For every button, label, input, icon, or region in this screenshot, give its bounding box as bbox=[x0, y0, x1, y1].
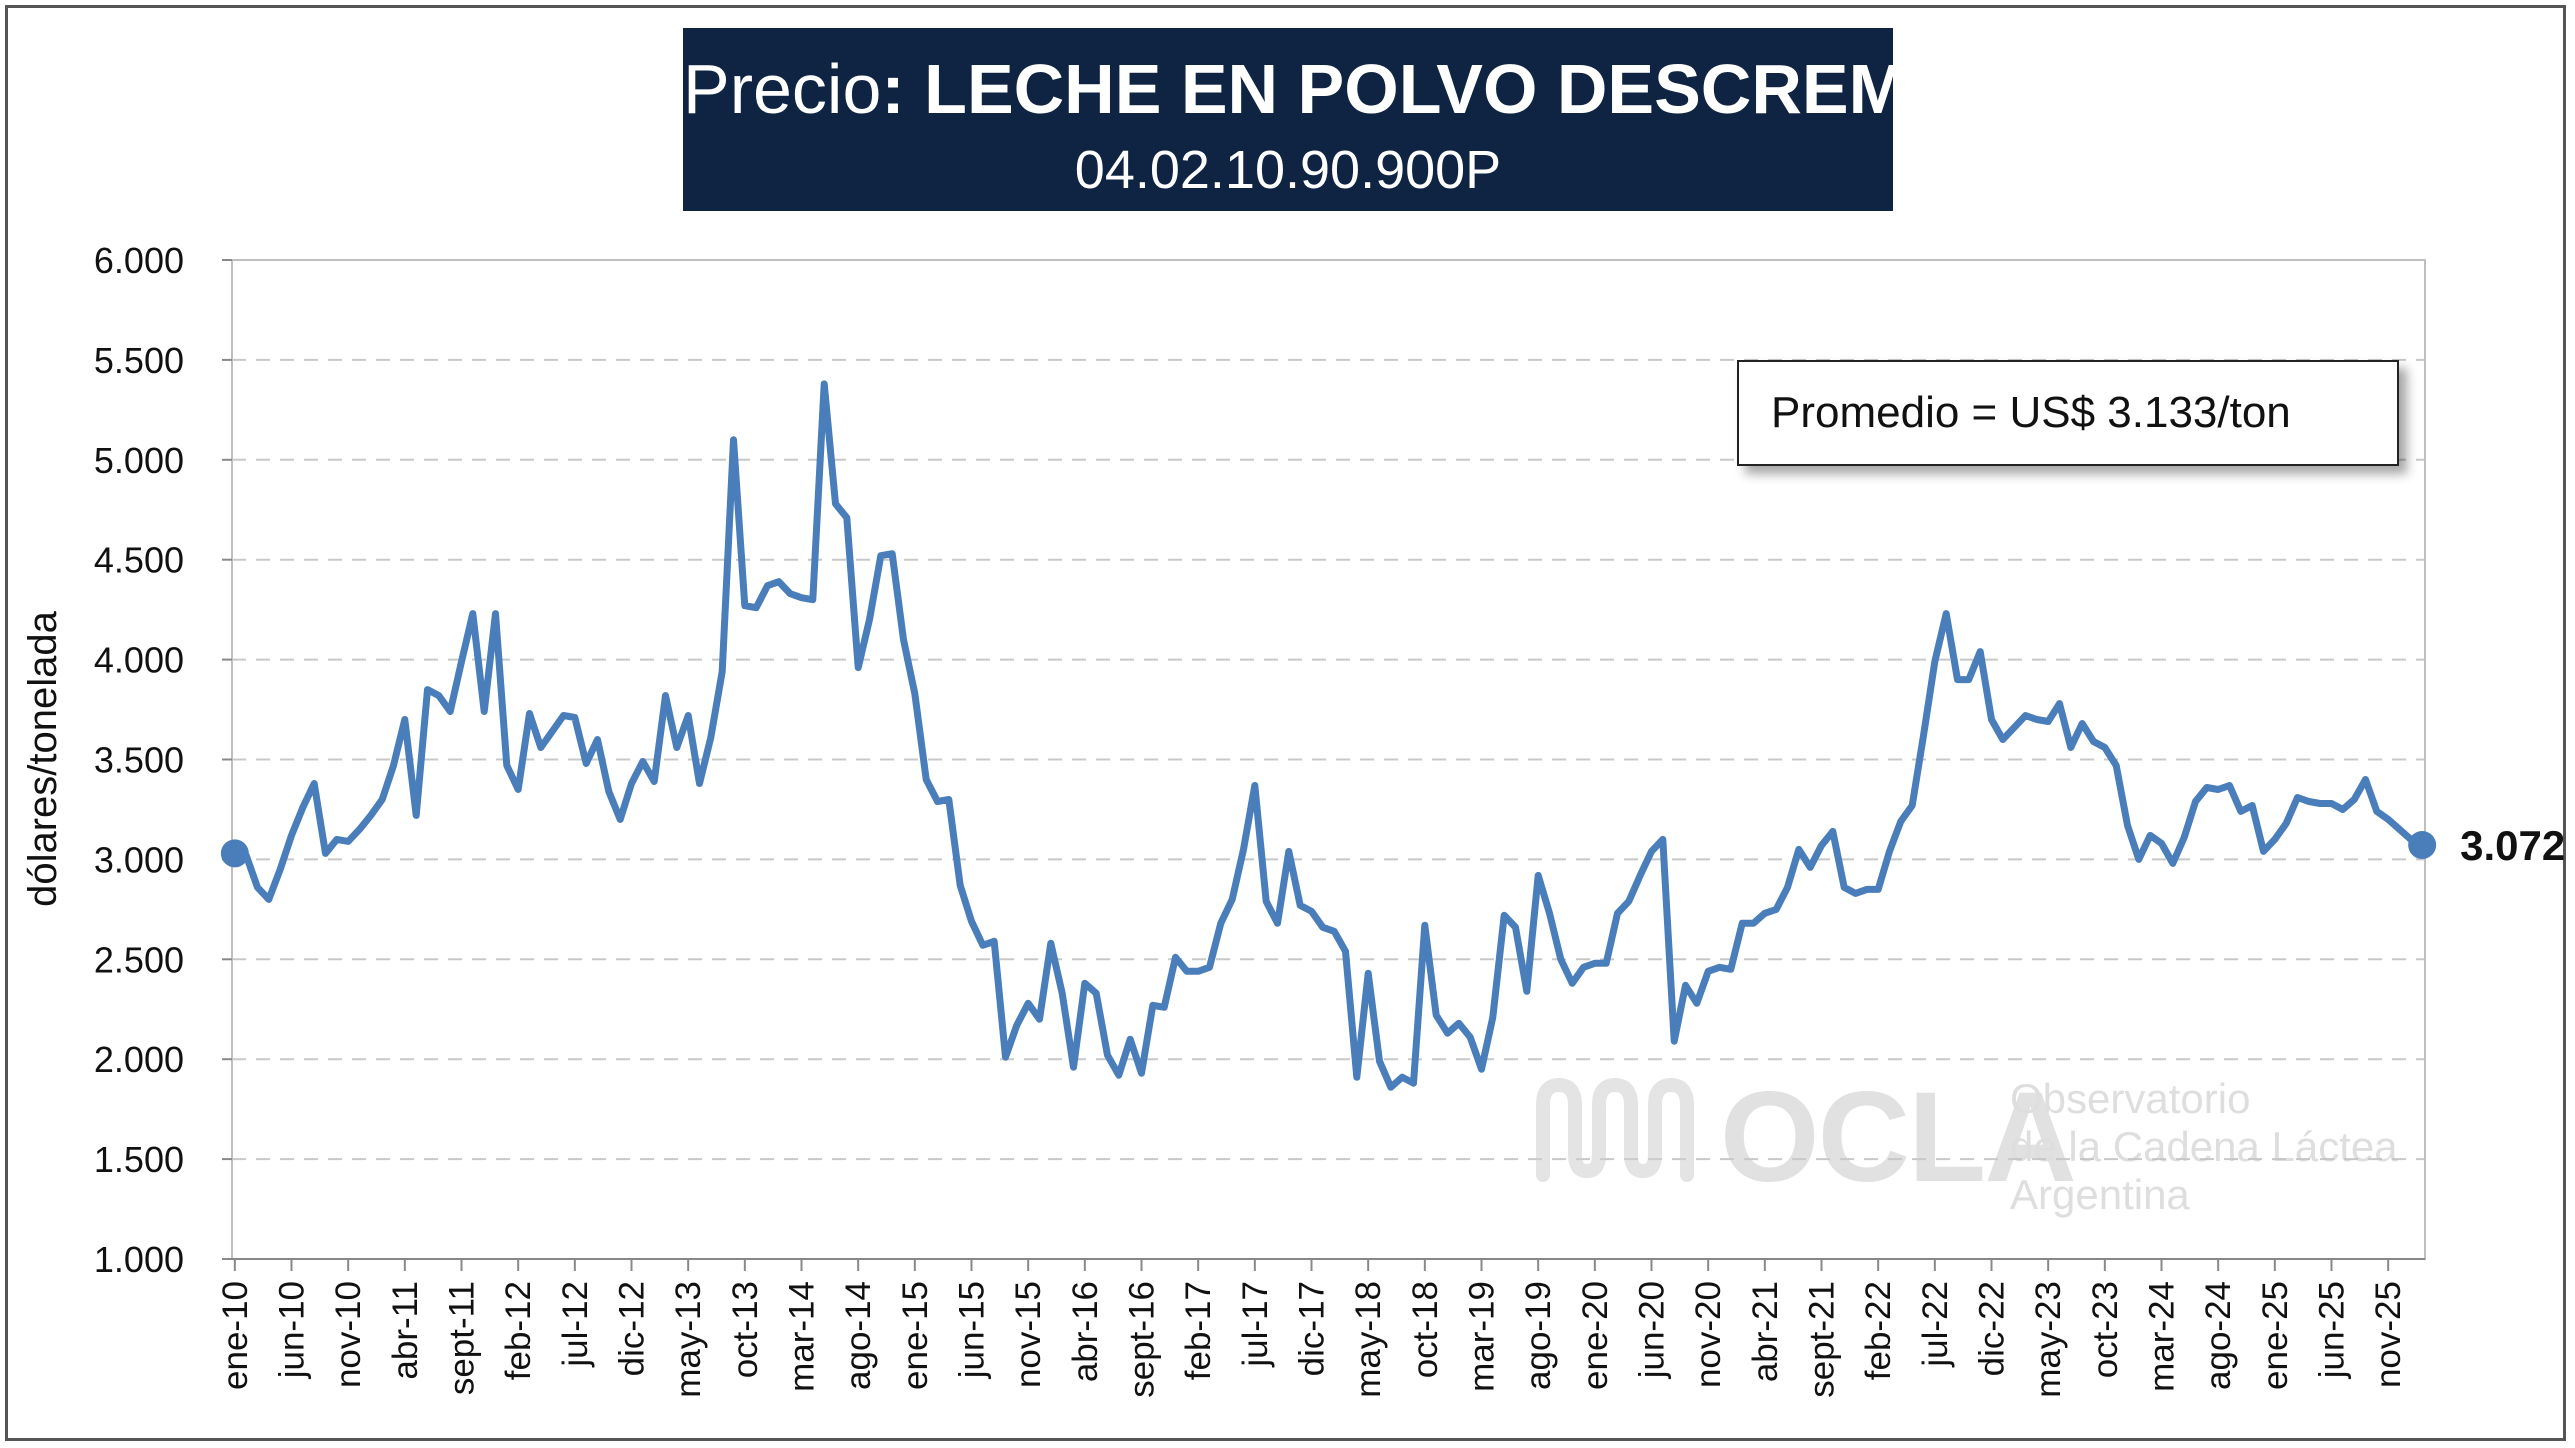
chart-frame bbox=[5, 5, 2566, 1441]
x-tick-label: mar-24 bbox=[2143, 1281, 2182, 1392]
title-prefix: Precio bbox=[683, 50, 882, 128]
ocla-logo-text: OCLA bbox=[1720, 1066, 2077, 1209]
y-axis-label: dólares/tonelada bbox=[21, 610, 65, 907]
x-tick-label: oct-18 bbox=[1406, 1281, 1445, 1378]
watermark-line-1: Observatorio bbox=[2010, 1075, 2251, 1122]
gridlines bbox=[232, 358, 2425, 1161]
chart-title-box: Precio: LECHE EN POLVO DESCREMADA 04.02.… bbox=[683, 28, 2059, 211]
x-tick-label: abr-21 bbox=[1746, 1281, 1785, 1382]
x-tick-label: jun-15 bbox=[953, 1281, 992, 1379]
ocla-logo-icon bbox=[1536, 1077, 1694, 1182]
price-series-line bbox=[231, 380, 2426, 1091]
y-tick-label: 2.000 bbox=[94, 1039, 184, 1080]
y-tick-label: 5.500 bbox=[94, 340, 184, 381]
x-tick-label: mar-14 bbox=[783, 1281, 822, 1392]
y-tick-label: 6.000 bbox=[94, 240, 184, 281]
average-annotation: Promedio = US$ 3.133/ton bbox=[1737, 360, 2399, 466]
x-tick-label: sept-16 bbox=[1123, 1281, 1162, 1398]
y-tick-label: 3.000 bbox=[94, 839, 184, 880]
end-value-label: 3.072 bbox=[2460, 822, 2565, 869]
x-axis: ene-10 jun-10 nov-10 abr-11 sept-11 feb-12 jul… bbox=[216, 1258, 2425, 1398]
watermark-line-2: de la Cadena Láctea bbox=[2010, 1123, 2398, 1170]
x-tick-label: dic-22 bbox=[1973, 1281, 2012, 1376]
end-point-marker bbox=[2408, 831, 2437, 860]
x-tick-label: ene-15 bbox=[896, 1281, 935, 1390]
x-tick-label: ago-14 bbox=[839, 1281, 878, 1390]
x-tick-label: nov-25 bbox=[2369, 1281, 2408, 1388]
x-tick-label: feb-22 bbox=[1859, 1281, 1898, 1380]
x-tick-label: jun-25 bbox=[2313, 1281, 2352, 1379]
x-tick-label: may-13 bbox=[669, 1281, 708, 1398]
y-tick-label: 3.500 bbox=[94, 740, 184, 781]
x-tick-label: ago-24 bbox=[2199, 1281, 2238, 1390]
y-axis-ticks: 1.000 1.500 2.000 2.500 3.000 3.500 4.000 4.500… bbox=[94, 240, 232, 1280]
x-tick-label: abr-11 bbox=[386, 1281, 425, 1380]
x-tick-label: ene-20 bbox=[1576, 1281, 1615, 1390]
x-tick-label: jul-12 bbox=[556, 1281, 595, 1368]
x-tick-label: nov-15 bbox=[1009, 1281, 1048, 1388]
x-tick-label: sept-21 bbox=[1803, 1281, 1842, 1398]
x-tick-label: nov-10 bbox=[329, 1281, 368, 1388]
y-tick-label: 4.500 bbox=[94, 540, 184, 581]
x-tick-label: nov-20 bbox=[1689, 1281, 1728, 1388]
title-product: : LECHE EN POLVO DESCREMADA bbox=[881, 50, 2059, 128]
x-tick-label: jul-22 bbox=[1916, 1281, 1955, 1368]
chart-subtitle-code: 04.02.10.90.900P bbox=[1074, 140, 1502, 200]
x-tick-label: ago-19 bbox=[1519, 1281, 1558, 1390]
x-tick-label: dic-17 bbox=[1293, 1281, 1332, 1376]
y-tick-label: 1.500 bbox=[94, 1139, 184, 1180]
x-tick-label: feb-12 bbox=[499, 1281, 538, 1380]
x-tick-label: dic-12 bbox=[613, 1281, 652, 1376]
x-tick-label: may-23 bbox=[2029, 1281, 2068, 1398]
x-tick-label: mar-19 bbox=[1463, 1281, 1502, 1392]
watermark-line-3: Argentina bbox=[2010, 1171, 2190, 1218]
x-tick-label: ene-25 bbox=[2256, 1281, 2295, 1390]
x-tick-label: jun-20 bbox=[1633, 1281, 1672, 1379]
x-tick-label: feb-17 bbox=[1179, 1281, 1218, 1380]
chart-title: Precio: LECHE EN POLVO DESCREMADA bbox=[683, 44, 2059, 134]
x-tick-label: sept-11 bbox=[443, 1281, 482, 1395]
x-tick-label: jun-10 bbox=[273, 1281, 312, 1379]
x-tick-label: ene-10 bbox=[216, 1281, 255, 1390]
y-tick-label: 1.000 bbox=[94, 1239, 184, 1280]
y-tick-label: 4.000 bbox=[94, 640, 184, 681]
start-point-marker bbox=[220, 839, 249, 868]
x-tick-label: may-18 bbox=[1349, 1281, 1388, 1398]
x-tick-label: oct-23 bbox=[2086, 1281, 2125, 1378]
y-tick-label: 5.000 bbox=[94, 440, 184, 481]
ocla-watermark: OCLA Observatorio de la Cadena Láctea Ar… bbox=[1535, 1063, 2405, 1223]
x-tick-label: abr-16 bbox=[1066, 1281, 1105, 1382]
x-tick-label: oct-13 bbox=[726, 1281, 765, 1378]
y-tick-label: 2.500 bbox=[94, 939, 184, 980]
x-tick-label: jul-17 bbox=[1236, 1281, 1275, 1368]
